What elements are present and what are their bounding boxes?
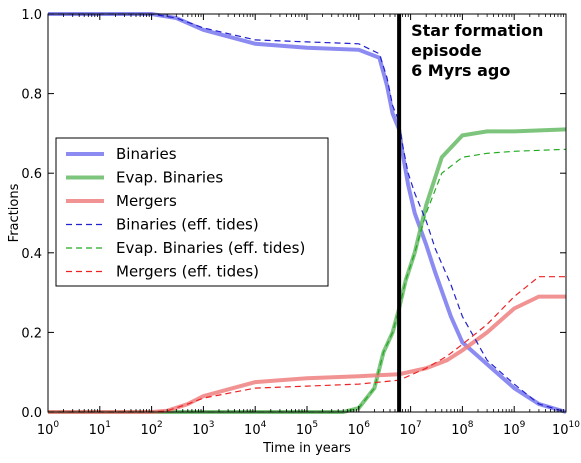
annotation: Star formation episode 6 Myrs ago xyxy=(411,21,543,80)
series-line xyxy=(48,127,567,414)
x-tick-label: 105 xyxy=(296,420,318,438)
x-tick-label: 107 xyxy=(399,420,421,438)
series-line xyxy=(48,13,567,413)
x-axis-ticks: 100 101 102 103 104 105 106 107 108 109 1010 xyxy=(37,14,580,438)
legend-label: Evap. Binaries (eff. tides) xyxy=(116,239,305,257)
y-tick-label: 0.4 xyxy=(21,247,42,262)
x-tick-label: 101 xyxy=(89,420,111,438)
legend-label: Evap. Binaries xyxy=(116,169,223,187)
legend-label: Binaries xyxy=(116,145,177,163)
series-line xyxy=(48,148,567,413)
annotation-line: Star formation xyxy=(411,21,543,40)
x-tick-label: 102 xyxy=(140,420,162,438)
series-line xyxy=(48,276,566,413)
legend-box xyxy=(55,137,329,287)
y-tick-label: 0.0 xyxy=(21,406,42,421)
y-axis-label: Fractions xyxy=(7,183,22,242)
y-tick-label: 0.6 xyxy=(21,167,42,182)
x-tick-label: 106 xyxy=(348,420,371,438)
x-tick-label: 109 xyxy=(503,420,526,438)
legend-label: Mergers xyxy=(116,192,177,210)
x-tick-label: 1010 xyxy=(552,420,580,438)
x-tick-label: 100 xyxy=(37,420,60,438)
x-tick-label: 108 xyxy=(451,420,474,438)
x-tick-label: 104 xyxy=(244,420,267,438)
y-axis-ticks: 0.0 0.2 0.4 0.6 0.8 1.0 xyxy=(21,8,566,421)
x-tick-label: 103 xyxy=(192,420,214,438)
y-tick-label: 0.2 xyxy=(21,326,42,341)
legend-label: Mergers (eff. tides) xyxy=(116,263,259,281)
y-tick-label: 0.8 xyxy=(21,88,42,103)
legend-label: Binaries (eff. tides) xyxy=(116,216,259,234)
annotation-line: episode xyxy=(411,41,482,60)
y-tick-label: 1.0 xyxy=(21,8,42,23)
annotation-line: 6 Myrs ago xyxy=(411,61,510,80)
legend: Binaries Evap. Binaries Mergers Binaries (e… xyxy=(55,137,329,287)
x-axis-label: Time in years xyxy=(262,441,351,456)
